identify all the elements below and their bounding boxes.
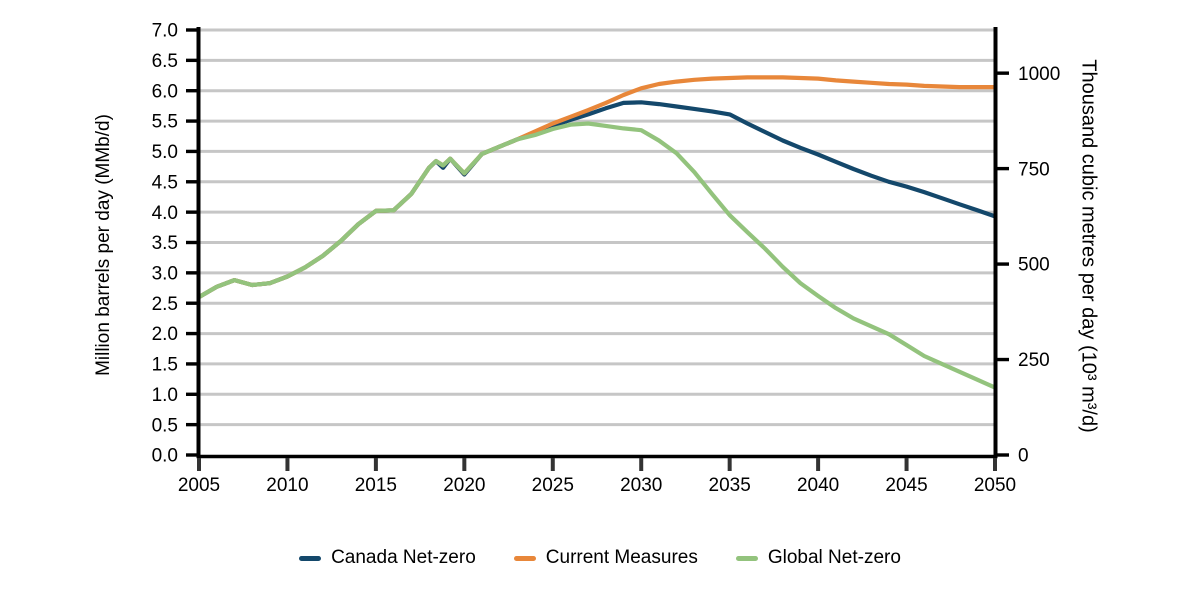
right-axis-tick-label: 500 — [1018, 255, 1050, 276]
right-axis-title: Thousand cubic metres per day (10³ m³/d) — [1077, 59, 1100, 433]
x-axis-tick-label: 2045 — [885, 475, 927, 496]
left-axis-tick-label: 7.0 — [152, 21, 178, 42]
left-axis-tick-label: 5.5 — [152, 112, 178, 133]
left-axis-tick-label: 6.0 — [152, 81, 178, 102]
x-axis-tick-label: 2035 — [709, 475, 751, 496]
x-axis-tick-label: 2010 — [266, 475, 308, 496]
x-axis-tick-label: 2040 — [797, 475, 839, 496]
left-axis-tick-label: 0.0 — [152, 446, 178, 467]
legend: Canada Net-zero Current Measures Global Ne… — [0, 547, 1200, 569]
right-axis-tick-label: 250 — [1018, 350, 1050, 371]
left-axis-tick-label: 3.0 — [152, 264, 178, 285]
left-axis-tick-label: 1.0 — [152, 385, 178, 406]
left-axis-tick-label: 2.5 — [152, 294, 178, 315]
x-axis-tick-label: 2050 — [974, 475, 1016, 496]
legend-item-canada-net-zero: Canada Net-zero — [299, 547, 476, 569]
left-axis-tick-label: 3.5 — [152, 233, 178, 254]
x-axis-tick-label: 2030 — [620, 475, 662, 496]
legend-label-canada-net-zero: Canada Net-zero — [331, 547, 476, 568]
right-axis-tick-label: 750 — [1018, 159, 1050, 180]
left-axis-tick-label: 5.0 — [152, 142, 178, 163]
legend-label-current-measures: Current Measures — [545, 547, 698, 568]
legend-swatch-canada-net-zero — [299, 555, 322, 561]
series-line-canada-net-zero — [196, 100, 998, 300]
left-axis-tick-label: 6.5 — [152, 51, 178, 72]
series-line-global-net-zero — [196, 121, 998, 390]
left-axis-tick-label: 1.5 — [152, 355, 178, 376]
legend-swatch-current-measures — [513, 555, 536, 561]
x-axis-tick-label: 2025 — [532, 475, 574, 496]
x-axis-tick-label: 2005 — [178, 475, 220, 496]
legend-item-global-net-zero: Global Net-zero — [735, 547, 901, 569]
legend-item-current-measures: Current Measures — [513, 547, 698, 569]
legend-label-global-net-zero: Global Net-zero — [767, 547, 901, 568]
x-axis-tick-label: 2020 — [443, 475, 485, 496]
legend-swatch-global-net-zero — [735, 555, 758, 561]
left-axis-tick-label: 0.5 — [152, 415, 178, 436]
left-axis-tick-label: 4.0 — [152, 203, 178, 224]
right-axis-tick-label: 0 — [1018, 446, 1029, 467]
x-axis-tick-label: 2015 — [355, 475, 397, 496]
left-axis-title: Million barrels per day (MMb/d) — [93, 114, 114, 376]
left-axis-tick-label: 2.0 — [152, 324, 178, 345]
right-axis-tick-label: 1000 — [1018, 64, 1060, 85]
left-axis-tick-label: 4.5 — [152, 172, 178, 193]
